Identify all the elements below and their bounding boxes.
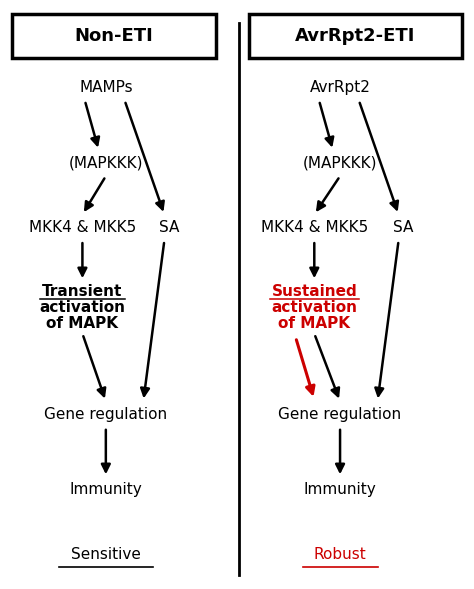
Text: Robust: Robust bbox=[314, 547, 366, 562]
Text: Sensitive: Sensitive bbox=[71, 547, 141, 562]
FancyBboxPatch shape bbox=[249, 15, 462, 58]
Text: Gene regulation: Gene regulation bbox=[279, 406, 401, 422]
Text: Transient: Transient bbox=[42, 284, 123, 299]
Text: Immunity: Immunity bbox=[304, 482, 376, 498]
Text: MKK4 & MKK5: MKK4 & MKK5 bbox=[29, 220, 136, 235]
Text: activation: activation bbox=[39, 300, 126, 315]
Text: of MAPK: of MAPK bbox=[278, 316, 350, 330]
FancyBboxPatch shape bbox=[12, 15, 216, 58]
Text: AvrRpt2: AvrRpt2 bbox=[310, 80, 371, 95]
Text: of MAPK: of MAPK bbox=[46, 316, 118, 330]
Text: Immunity: Immunity bbox=[70, 482, 142, 498]
Text: Gene regulation: Gene regulation bbox=[44, 406, 167, 422]
Text: SA: SA bbox=[393, 220, 413, 235]
Text: (MAPKKK): (MAPKKK) bbox=[303, 155, 377, 171]
Text: (MAPKKK): (MAPKKK) bbox=[69, 155, 143, 171]
Text: activation: activation bbox=[271, 300, 357, 315]
Text: MKK4 & MKK5: MKK4 & MKK5 bbox=[261, 220, 368, 235]
Text: MAMPs: MAMPs bbox=[79, 80, 133, 95]
Text: SA: SA bbox=[159, 220, 179, 235]
Text: AvrRpt2-ETI: AvrRpt2-ETI bbox=[295, 27, 416, 45]
Text: Non-ETI: Non-ETI bbox=[75, 27, 154, 45]
Text: Sustained: Sustained bbox=[272, 284, 357, 299]
